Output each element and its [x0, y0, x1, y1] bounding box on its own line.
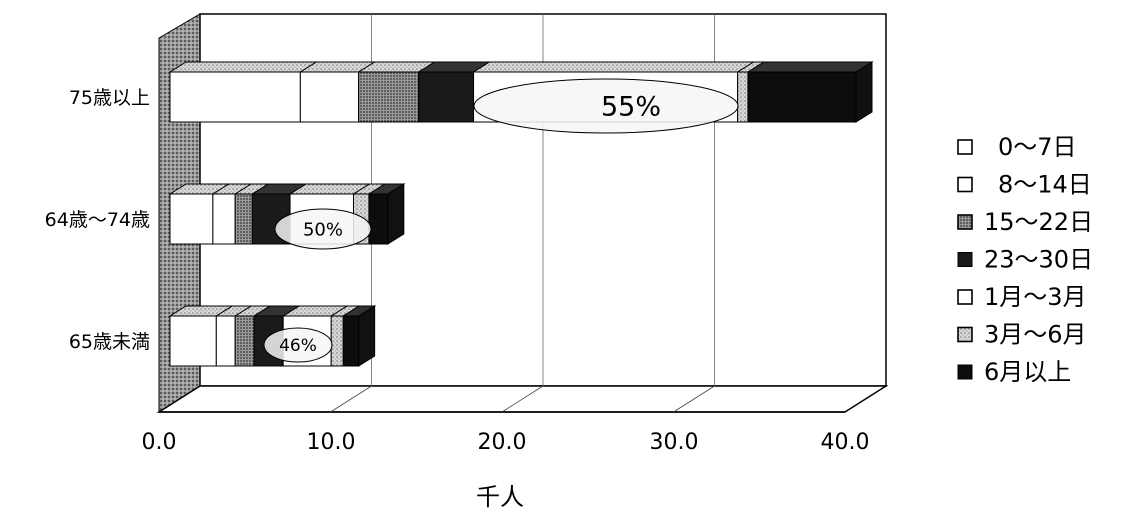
legend-swatch	[957, 214, 973, 230]
legend-swatch	[957, 139, 973, 155]
percentage-annotation: 46%	[279, 336, 317, 356]
bar-segment	[418, 71, 475, 123]
category-label: 65歳未満	[69, 331, 150, 353]
bar-segment	[169, 193, 214, 245]
annotations: 55% 50% 46%	[263, 78, 739, 363]
legend-label: 0～7日	[998, 133, 1077, 161]
bar-segment	[212, 193, 236, 245]
bar-segment	[169, 71, 301, 123]
bar-segment	[368, 193, 389, 245]
legend-label: 6月以上	[984, 358, 1071, 386]
bar-segment-top	[168, 61, 319, 73]
x-tick-label: 0.0	[142, 430, 177, 455]
legend-swatch	[957, 326, 973, 343]
floor-gridline	[330, 385, 372, 413]
bar-end-face	[358, 305, 376, 367]
bar-segment-top	[746, 61, 874, 73]
bar-segment	[234, 193, 253, 245]
bar-segment	[737, 71, 749, 123]
percentage-annotation: 55%	[601, 92, 661, 123]
legend-label: 15～22日	[984, 208, 1093, 236]
x-tick-label: 40.0	[821, 430, 870, 455]
bar-segment	[342, 315, 360, 367]
legend-swatch	[957, 289, 973, 305]
bar-end-face	[387, 183, 405, 245]
category-label: 75歳以上	[69, 87, 150, 109]
highlight-ellipse	[473, 78, 739, 134]
bar-end-face	[855, 61, 873, 123]
percentage-annotation: 50%	[303, 219, 343, 240]
legend-swatch	[957, 176, 973, 193]
legend-swatch	[957, 252, 973, 267]
legend-swatch	[957, 364, 973, 380]
legend: 0～7日 8～14日 15～22日 23～30日 1月～3月 3月～6月 6月以上	[957, 133, 1093, 386]
bar-segment	[215, 315, 236, 367]
x-axis-label: 千人	[476, 483, 524, 511]
x-tick-labels: 0.0 10.0 20.0 30.0 40.0	[142, 430, 870, 455]
highlight-ellipse	[274, 208, 372, 250]
legend-label: 1月～3月	[984, 283, 1087, 311]
bar-segment	[299, 71, 360, 123]
x-tick-label: 10.0	[307, 430, 356, 455]
x-tick-label: 20.0	[478, 430, 527, 455]
category-labels: 75歳以上 64歳～74歳 65歳未満	[45, 87, 150, 353]
bar-segment	[234, 315, 255, 367]
legend-label: 3月～6月	[984, 321, 1087, 349]
x-tick-label: 30.0	[650, 430, 699, 455]
bar-segment	[358, 71, 420, 123]
bar-segment	[330, 315, 344, 367]
legend-label: 8～14日	[998, 171, 1092, 199]
bar-segment-top	[471, 61, 756, 73]
bar-segment	[747, 71, 857, 123]
floor-gridline	[673, 385, 715, 413]
highlight-ellipse	[263, 327, 333, 363]
legend-label: 23～30日	[984, 246, 1093, 274]
floor-gridline	[501, 385, 544, 413]
bar-segment	[169, 315, 217, 367]
category-label: 64歳～74歳	[45, 209, 150, 231]
